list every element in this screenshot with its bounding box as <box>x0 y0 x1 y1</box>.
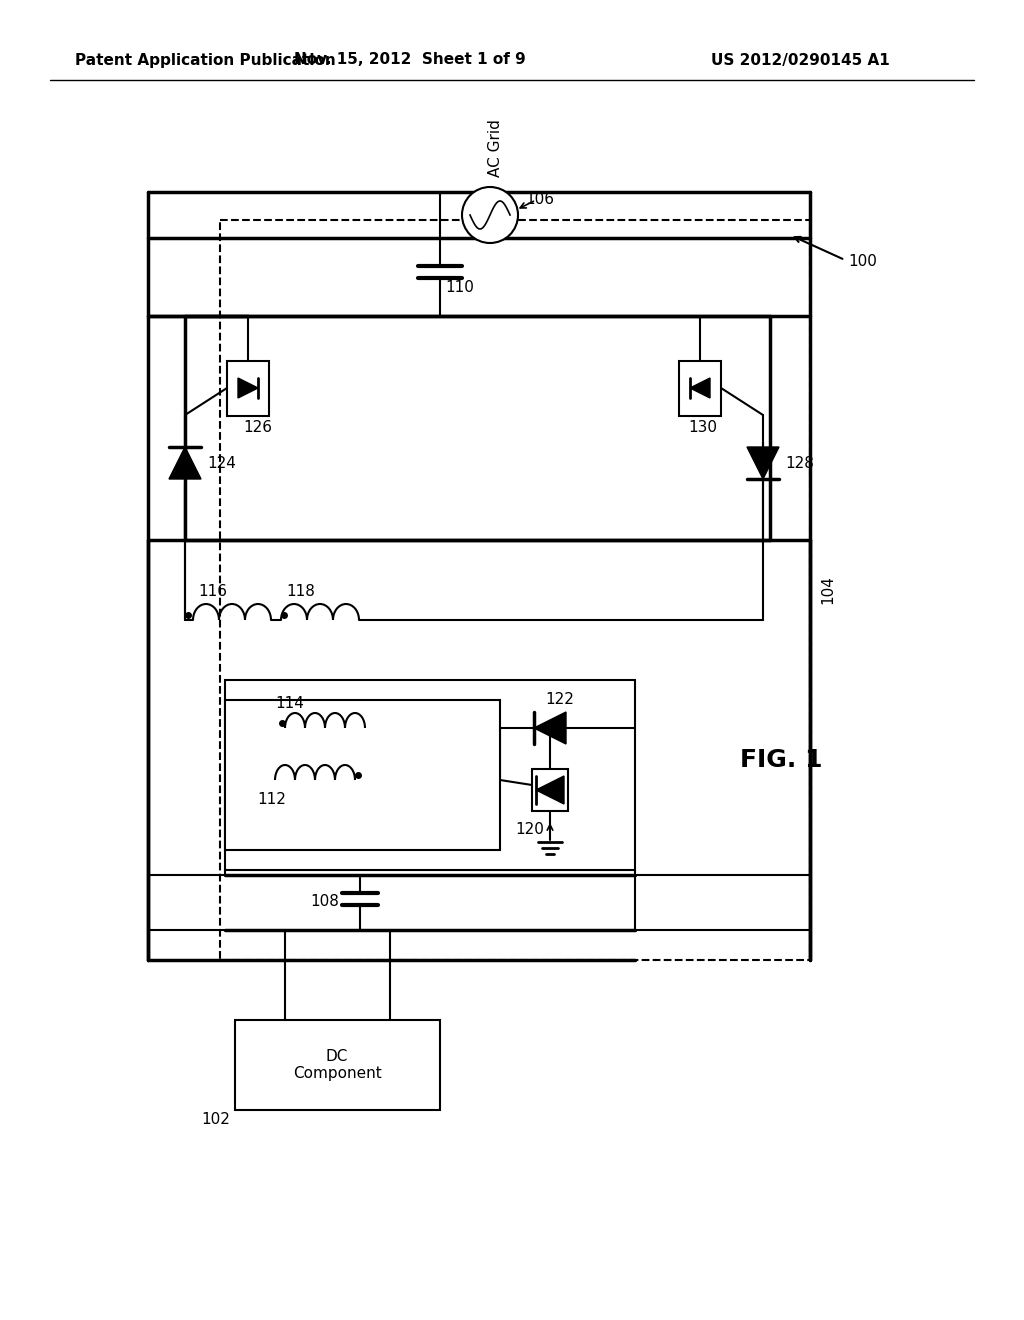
Polygon shape <box>536 776 564 804</box>
Bar <box>679 360 721 416</box>
Text: 116: 116 <box>198 585 227 599</box>
Text: Nov. 15, 2012  Sheet 1 of 9: Nov. 15, 2012 Sheet 1 of 9 <box>294 53 526 67</box>
Circle shape <box>462 187 518 243</box>
Text: 124: 124 <box>207 455 236 470</box>
Text: US 2012/0290145 A1: US 2012/0290145 A1 <box>711 53 890 67</box>
Text: 114: 114 <box>275 696 304 710</box>
Text: 104: 104 <box>820 576 835 605</box>
Polygon shape <box>534 711 566 744</box>
Polygon shape <box>746 447 779 479</box>
Text: Patent Application Publication: Patent Application Publication <box>75 53 336 67</box>
Polygon shape <box>690 378 710 399</box>
Bar <box>220 220 810 960</box>
Text: FIG. 1: FIG. 1 <box>740 748 822 772</box>
Text: AC Grid: AC Grid <box>487 119 503 177</box>
Bar <box>225 700 500 850</box>
Text: 110: 110 <box>445 281 474 296</box>
Text: 128: 128 <box>785 455 814 470</box>
Text: 118: 118 <box>286 585 314 599</box>
Text: 130: 130 <box>688 421 717 436</box>
Polygon shape <box>238 378 258 399</box>
Bar <box>234 1020 440 1110</box>
Bar <box>227 360 269 416</box>
Text: 108: 108 <box>310 895 339 909</box>
Text: 120: 120 <box>515 822 544 837</box>
Text: DC
Component: DC Component <box>293 1049 381 1081</box>
Text: 112: 112 <box>257 792 286 808</box>
Text: 126: 126 <box>243 421 272 436</box>
Text: 102: 102 <box>201 1113 230 1127</box>
Text: 100: 100 <box>848 255 877 269</box>
Text: 106: 106 <box>525 193 554 207</box>
Bar <box>225 680 635 870</box>
Bar <box>532 770 568 810</box>
Polygon shape <box>169 447 201 479</box>
Text: 122: 122 <box>545 693 573 708</box>
